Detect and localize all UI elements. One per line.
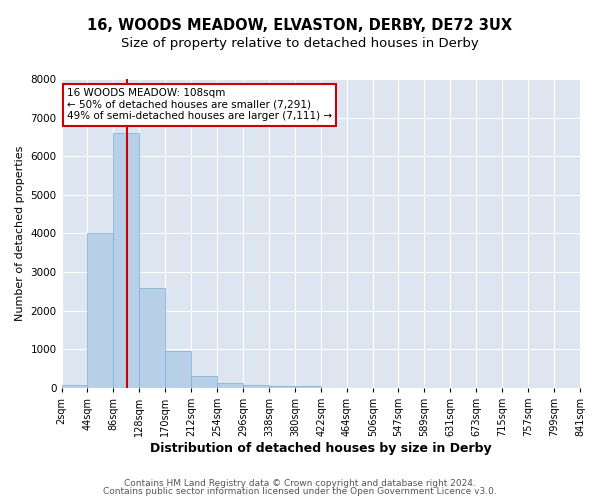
Bar — [191, 376, 217, 388]
Bar — [166, 351, 191, 388]
Bar — [139, 288, 166, 388]
Bar — [62, 385, 88, 388]
Y-axis label: Number of detached properties: Number of detached properties — [15, 146, 25, 321]
Text: 16, WOODS MEADOW, ELVASTON, DERBY, DE72 3UX: 16, WOODS MEADOW, ELVASTON, DERBY, DE72 … — [88, 18, 512, 32]
Text: Contains HM Land Registry data © Crown copyright and database right 2024.: Contains HM Land Registry data © Crown c… — [124, 478, 476, 488]
Bar — [269, 386, 295, 388]
Text: Contains public sector information licensed under the Open Government Licence v3: Contains public sector information licen… — [103, 487, 497, 496]
Text: Size of property relative to detached houses in Derby: Size of property relative to detached ho… — [121, 38, 479, 51]
Bar — [113, 133, 139, 388]
Bar — [88, 234, 113, 388]
Text: 16 WOODS MEADOW: 108sqm
← 50% of detached houses are smaller (7,291)
49% of semi: 16 WOODS MEADOW: 108sqm ← 50% of detache… — [67, 88, 332, 122]
Bar — [243, 385, 269, 388]
Bar — [295, 386, 321, 388]
X-axis label: Distribution of detached houses by size in Derby: Distribution of detached houses by size … — [150, 442, 491, 455]
Bar — [217, 383, 243, 388]
